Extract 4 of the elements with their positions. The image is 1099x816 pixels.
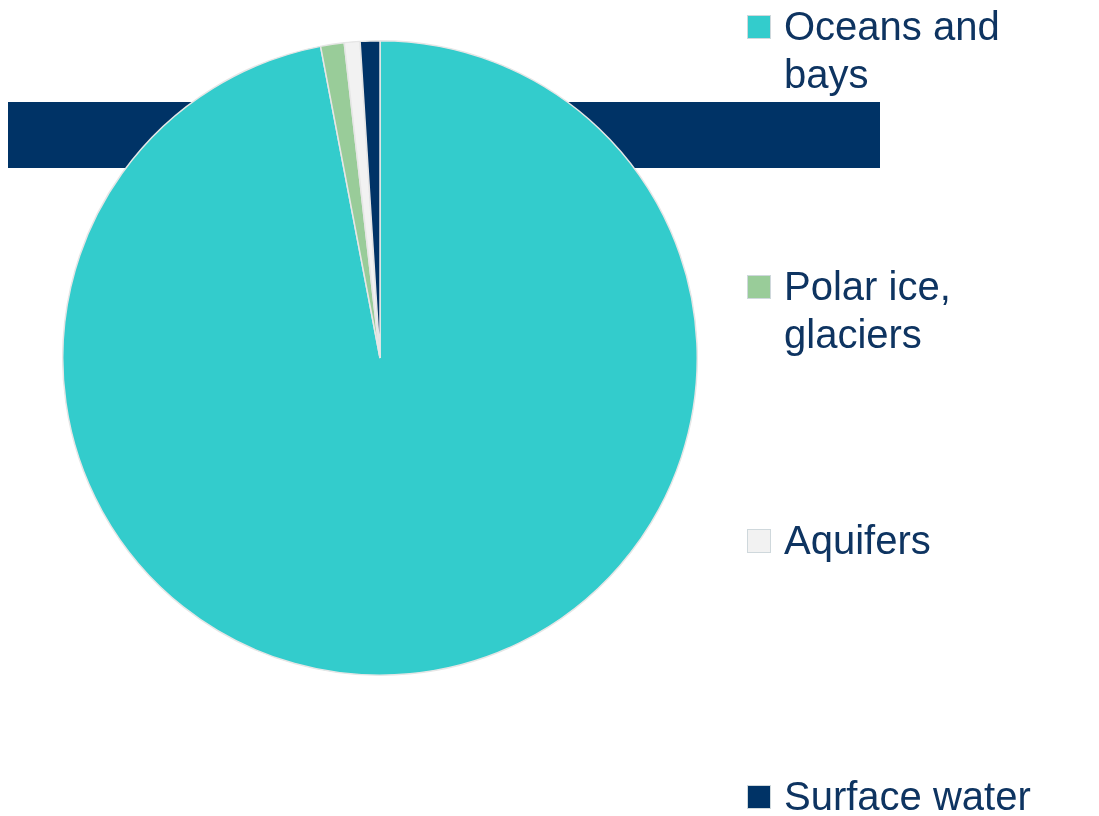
legend-label: Oceans and bays xyxy=(784,3,1001,98)
legend-label: Surface water xyxy=(784,773,1032,816)
legend-label: Aquifers xyxy=(784,517,932,564)
legend-label: Polar ice, glaciers xyxy=(784,263,952,358)
